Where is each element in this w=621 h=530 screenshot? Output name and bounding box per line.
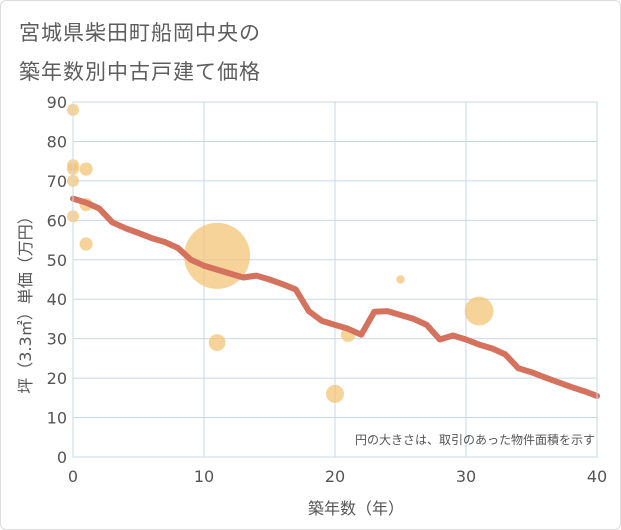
size-legend-note: 円の大きさは、取引のあった物件面積を示す (355, 432, 595, 447)
x-tick-label-20: 20 (325, 467, 345, 486)
bubble-point-7 (79, 237, 93, 251)
bubble-point-10 (326, 384, 344, 403)
x-axis-ticks: 0 10 20 30 40 (68, 467, 607, 486)
y-tick-label-10: 10 (47, 409, 67, 428)
y-tick-label-50: 50 (47, 251, 67, 270)
trend-line (70, 195, 600, 399)
grid-lines (72, 101, 598, 458)
x-axis-label: 築年数（年） (308, 499, 404, 518)
bubble-point-9 (208, 334, 226, 352)
bubble-point-5 (79, 162, 93, 176)
chart-title-line2: 築年数別中古戸建て価格 (19, 60, 261, 84)
bubble-point-13 (464, 296, 494, 326)
x-tick-label-10: 10 (194, 467, 214, 486)
plot-area (72, 101, 598, 458)
y-tick-label-60: 60 (47, 211, 67, 230)
y-tick-label-70: 70 (47, 172, 67, 191)
x-tick-label-40: 40 (587, 467, 607, 486)
x-tick-label-30: 30 (456, 467, 476, 486)
y-axis-ticks: 0 10 20 30 40 50 60 70 80 90 (47, 93, 67, 467)
y-tick-label-30: 30 (47, 330, 67, 349)
y-tick-label-20: 20 (47, 369, 67, 388)
y-tick-label-90: 90 (47, 93, 67, 112)
y-tick-label-80: 80 (47, 132, 67, 151)
y-tick-label-40: 40 (47, 290, 67, 309)
x-tick-label-0: 0 (68, 467, 78, 486)
chart-title-line1: 宮城県柴田町船岡中央の (19, 21, 261, 45)
bubble-series (67, 103, 494, 403)
y-tick-label-0: 0 (57, 448, 67, 467)
y-axis-label: 坪（3.3㎡）単価（万円） (16, 208, 35, 393)
bubble-point-12 (396, 275, 405, 284)
